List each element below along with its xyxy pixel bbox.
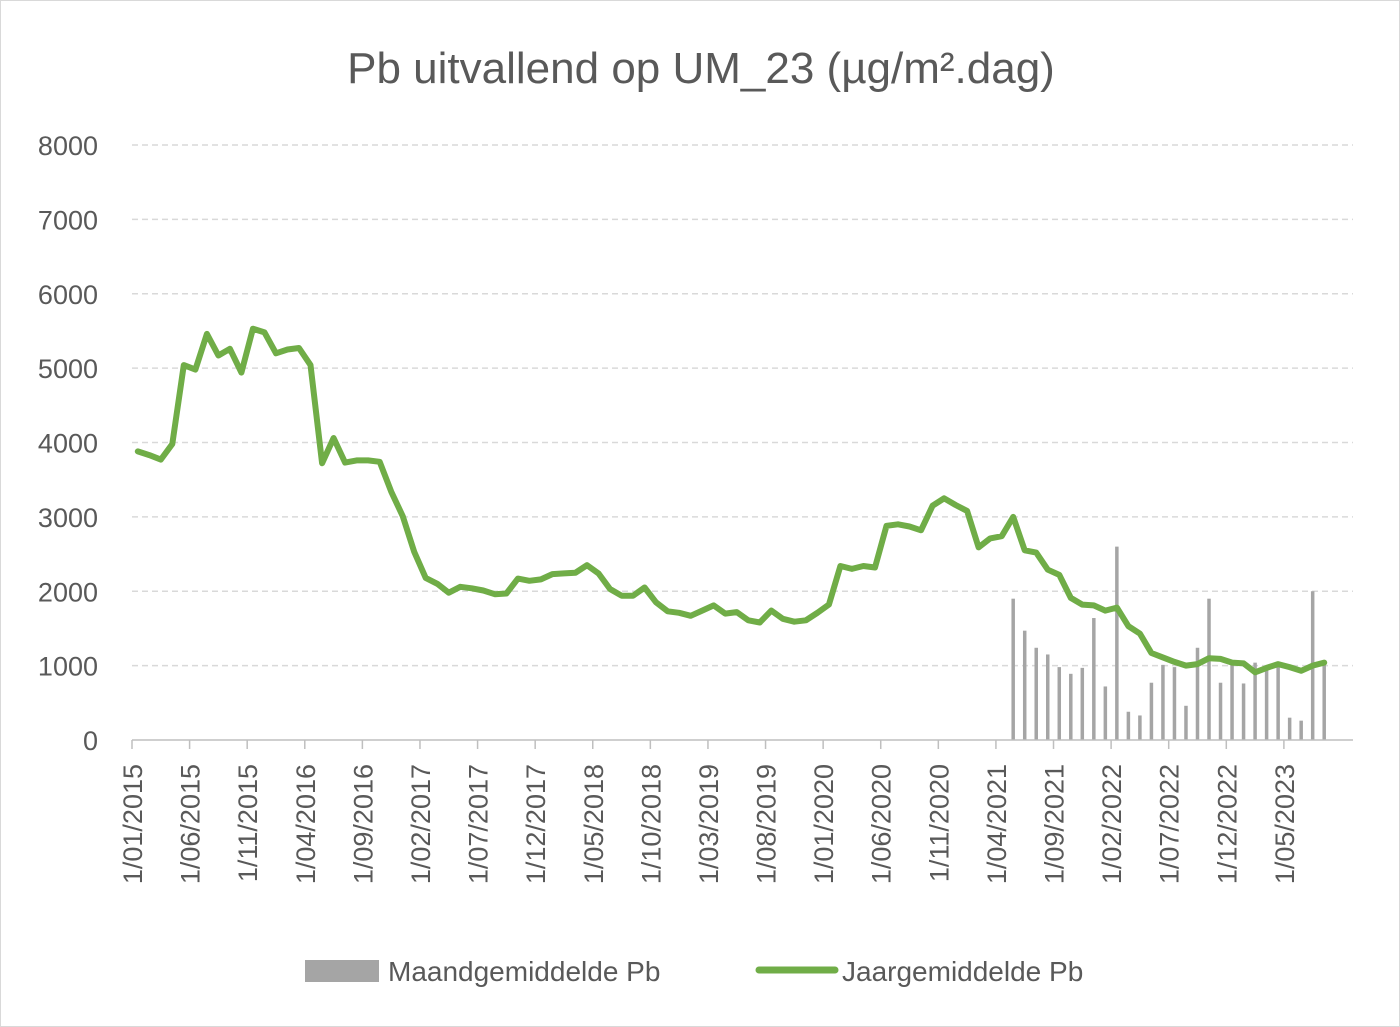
x-tick-label: 1/06/2015 [176,764,206,884]
x-tick-label: 1/07/2017 [464,764,494,884]
x-tick-label: 1/07/2022 [1155,764,1185,884]
bar [1138,715,1142,740]
bar [1115,546,1119,740]
y-tick-label: 5000 [38,354,98,384]
bar [1080,667,1085,740]
x-tick-label: 1/04/2021 [982,764,1012,884]
chart-title: Pb uitvallend op UM_23 (µg/m².dag) [347,44,1055,93]
y-tick-label: 4000 [38,429,98,459]
x-tick-label: 1/12/2017 [521,764,551,884]
bar [1046,654,1050,740]
y-tick-label: 1000 [38,652,98,682]
y-tick-label: 8000 [38,131,98,161]
x-tick-label: 1/02/2017 [406,764,436,884]
bar [1172,667,1177,740]
series-line [134,325,1328,676]
x-tick-label: 1/10/2018 [636,764,666,884]
y-axis-tick-labels: 0 1000 2000 3000 4000 5000 6000 7000 8000 [38,131,98,756]
x-tick-label: 1/03/2019 [694,764,724,884]
bar [1207,598,1211,740]
bar [1253,662,1257,740]
bar [1299,720,1303,740]
y-tick-label: 3000 [38,503,98,533]
bar [1011,598,1015,740]
x-tick-label: 1/09/2021 [1040,764,1070,884]
bar [1195,647,1200,740]
x-tick-label: 1/11/2020 [924,764,954,882]
bar [1241,683,1246,740]
bar [1022,630,1027,740]
y-tick-label: 0 [83,726,98,756]
bar [1103,686,1108,740]
bar [1230,661,1234,740]
x-tick-label: 1/02/2022 [1097,764,1127,884]
bar [1184,705,1188,740]
x-tick-label: 1/08/2019 [752,764,782,884]
x-tick-label: 1/01/2015 [118,764,148,884]
y-tick-label: 2000 [38,577,98,607]
y-tick-label: 7000 [38,205,98,235]
bar [1092,618,1096,740]
bar [1034,647,1038,740]
bar-series-maandgemiddelde [1011,546,1326,740]
legend-label-maandgemiddelde: Maandgemiddelde Pb [388,956,660,987]
y-tick-label: 6000 [38,280,98,310]
legend-label-jaargemiddelde: Jaargemiddelde Pb [842,956,1083,987]
x-tick-label: 1/06/2020 [867,764,897,884]
bar [1161,664,1165,740]
x-tick-label: 1/04/2016 [291,764,321,884]
legend: Maandgemiddelde Pb Jaargemiddelde Pb [305,956,1083,987]
x-tick-label: 1/05/2023 [1270,764,1300,884]
x-tick-label: 1/09/2016 [348,764,378,884]
x-tick-label: 1/11/2015 [233,764,263,882]
line-series-jaargemiddelde [134,325,1328,676]
legend-swatch-maandgemiddelde [305,960,379,982]
bar [1126,711,1131,740]
x-axis: 1/01/2015 1/06/2015 1/11/2015 1/04/2016 1/09… [118,739,1353,884]
bar [1218,682,1223,740]
x-tick-label: 1/01/2020 [809,764,839,884]
bar [1287,717,1292,740]
bar [1264,665,1269,740]
x-tick-label: 1/05/2018 [579,764,609,884]
x-tick-label: 1/12/2022 [1212,764,1242,884]
bar [1069,673,1073,740]
bar [1149,682,1154,740]
bar [1057,667,1062,740]
bar [1322,662,1326,740]
bar [1276,662,1280,740]
